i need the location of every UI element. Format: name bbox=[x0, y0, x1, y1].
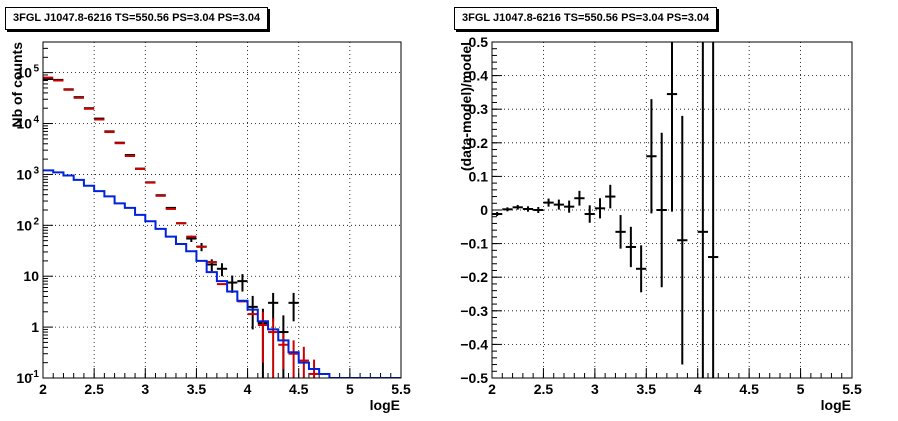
right-data-point bbox=[492, 212, 503, 217]
left-x-tick-label: 4 bbox=[244, 381, 252, 397]
right-data-point bbox=[708, 42, 719, 378]
right-data-point bbox=[564, 200, 575, 213]
right-y-tick-label: 0.3 bbox=[469, 101, 489, 117]
right-y-tick-label: 0 bbox=[480, 202, 488, 218]
left-y-tick-exponent: 4 bbox=[33, 115, 39, 126]
left-x-tick-label: 3 bbox=[141, 381, 149, 397]
left-y-tick-label: 1 bbox=[31, 319, 39, 335]
right-data-point bbox=[697, 42, 708, 378]
left-data-point bbox=[237, 274, 248, 292]
right-data-point bbox=[625, 226, 636, 268]
right-x-tick-label: 5 bbox=[797, 381, 805, 397]
right-data-point bbox=[574, 190, 585, 206]
right-data-point bbox=[666, 42, 678, 212]
right-data-point bbox=[533, 206, 544, 214]
left-data-point bbox=[257, 311, 269, 363]
right-y-tick-label: −0.1 bbox=[460, 236, 488, 252]
left-data-point bbox=[227, 275, 238, 293]
left-y-tick-label: 10 bbox=[16, 166, 32, 182]
right-x-tick-label: 4.5 bbox=[739, 381, 759, 397]
right-data-point bbox=[656, 132, 667, 288]
right-y-tick-label: 0.2 bbox=[469, 135, 489, 151]
left-x-axis-label: logE bbox=[370, 397, 400, 413]
left-y-tick-label: 10 bbox=[16, 65, 32, 81]
residual-plot: 2 2.5 3 3.5 4 4.5 5 5.5 −0.5 −0.4 −0.3 −0.2 −0.1 0 0.1… bbox=[460, 34, 862, 397]
right-y-tick-label: 0.5 bbox=[469, 34, 489, 50]
left-y-axis-label: Nb of counts bbox=[9, 42, 25, 128]
left-data-point bbox=[216, 263, 228, 277]
left-data-point bbox=[247, 295, 258, 330]
left-y-tick-exponent: 2 bbox=[33, 216, 39, 227]
left-data-point bbox=[268, 318, 279, 378]
left-x-tick-label: 5.5 bbox=[391, 381, 411, 397]
right-plot-title: 3FGL J1047.8-6216 TS=550.56 PS=3.04 PS=3… bbox=[454, 7, 718, 30]
left-series-area bbox=[43, 76, 401, 378]
left-y-tick-exponent: 5 bbox=[33, 64, 39, 75]
left-y-tick-exponent: -1 bbox=[30, 369, 39, 380]
left-y-tick-label: 10 bbox=[16, 116, 32, 132]
left-data-point bbox=[278, 333, 289, 370]
right-data-point bbox=[646, 99, 657, 214]
right-data-point bbox=[512, 204, 523, 210]
left-x-tick-label: 3.5 bbox=[187, 381, 207, 397]
left-y-tick-exponent: 3 bbox=[33, 165, 39, 176]
right-y-tick-label: −0.4 bbox=[460, 336, 488, 352]
right-frame bbox=[491, 41, 853, 379]
right-x-tick-label: 5.5 bbox=[842, 381, 862, 397]
right-data-point bbox=[594, 198, 606, 219]
right-x-tick-label: 2 bbox=[488, 381, 496, 397]
left-y-tick-label: 10 bbox=[16, 370, 32, 386]
left-model-step-line bbox=[43, 169, 401, 378]
right-x-tick-label: 4 bbox=[694, 381, 702, 397]
right-data-point bbox=[615, 215, 626, 249]
right-x-tick-label: 3.5 bbox=[637, 381, 657, 397]
right-data-point bbox=[522, 206, 534, 212]
right-data-point bbox=[636, 245, 647, 293]
right-y-tick-label: −0.5 bbox=[460, 370, 488, 386]
left-data-point bbox=[288, 292, 299, 322]
left-plot-title: 3FGL J1047.8-6216 TS=550.56 PS=3.04 PS=3… bbox=[5, 7, 269, 30]
right-series-area bbox=[492, 42, 719, 378]
left-x-tick-label: 4.5 bbox=[289, 381, 309, 397]
right-data-point bbox=[553, 199, 564, 210]
right-y-axis-label: (data-model)/model bbox=[458, 42, 474, 171]
right-data-point bbox=[605, 184, 616, 209]
left-x-tick-label: 2.5 bbox=[84, 381, 104, 397]
left-frame bbox=[42, 41, 402, 379]
left-data-point bbox=[268, 292, 279, 322]
left-y-tick-label: 10 bbox=[23, 268, 39, 284]
right-x-tick-label: 3 bbox=[591, 381, 599, 397]
right-data-point bbox=[677, 115, 688, 365]
right-x-axis-label: logE bbox=[821, 397, 851, 413]
right-y-tick-label: −0.3 bbox=[460, 303, 488, 319]
left-x-tick-label: 5 bbox=[346, 381, 354, 397]
left-x-tick-label: 2 bbox=[39, 381, 47, 397]
left-data-point bbox=[288, 340, 299, 378]
right-data-point bbox=[543, 198, 554, 207]
right-y-tick-label: 0.1 bbox=[469, 168, 489, 184]
left-y-tick-label: 10 bbox=[16, 217, 32, 233]
right-y-tick-label: −0.2 bbox=[460, 269, 488, 285]
right-y-tick-label: 0.4 bbox=[469, 68, 489, 84]
right-x-tick-label: 2.5 bbox=[534, 381, 554, 397]
right-data-point bbox=[584, 205, 595, 223]
right-data-point bbox=[502, 207, 513, 212]
